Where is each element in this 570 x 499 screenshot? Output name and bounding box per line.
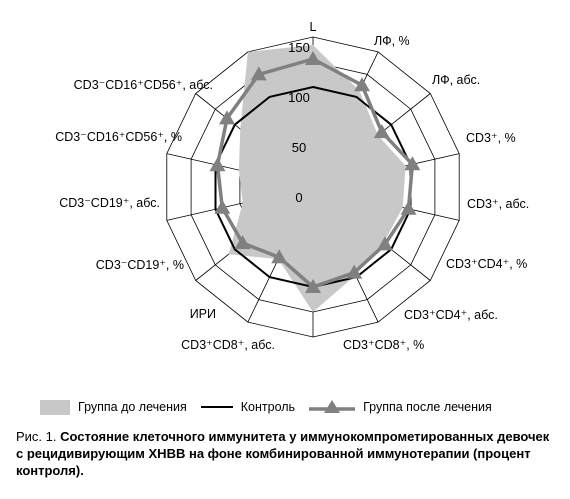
legend-swatch-fill [40, 399, 70, 415]
legend-item-after: Группа после лечения [309, 398, 492, 416]
tick-label: 100 [288, 90, 310, 105]
axis-label: ЛФ, % [374, 34, 410, 48]
axis-label: CD3⁺, абс. [467, 197, 529, 211]
tick-label: 150 [288, 40, 310, 55]
axis-label: CD3⁺CD8⁺, % [343, 338, 424, 352]
series-after-marker [354, 77, 370, 92]
series-after-marker [305, 51, 321, 65]
legend-label-after: Группа после лечения [363, 400, 492, 414]
tick-label: 50 [292, 140, 306, 155]
legend-swatch-line [200, 406, 233, 408]
axis-label: L [310, 20, 317, 34]
legend-label-before: Группа до лечения [78, 400, 187, 414]
series-after-marker [404, 156, 421, 171]
legend-label-control: Контроль [240, 400, 296, 414]
series-after-marker [376, 236, 393, 251]
tick-label: 0 [295, 190, 302, 205]
series-after-marker [400, 200, 417, 215]
axis-label: CD3⁺CD4⁺, % [446, 257, 527, 271]
series-before-area [228, 45, 406, 312]
series-after-marker [271, 249, 288, 264]
legend-item-control: Контроль [200, 400, 296, 414]
axis-label: ИРИ [190, 307, 216, 321]
caption-prefix: Рис. 1. [16, 429, 61, 444]
series-after-marker [373, 124, 390, 139]
axis-label: CD3⁻CD16⁺CD56⁺, абс. [74, 78, 213, 92]
axis-label: ЛФ, абс. [432, 73, 480, 87]
axis-label: CD3⁻CD19⁺, абс. [59, 196, 160, 210]
caption-text: Состояние клеточного иммунитета у иммуно… [16, 429, 550, 478]
axis-label: CD3⁻CD19⁺, % [96, 258, 184, 272]
axis-label: CD3⁻CD16⁺CD56⁺, % [55, 130, 182, 144]
axis-label: CD3⁺CD4⁺, абс. [404, 308, 498, 322]
series-after-marker [250, 66, 267, 81]
figure-caption: Рис. 1. Состояние клеточного иммунитета … [16, 428, 556, 479]
series-after-marker [219, 110, 235, 125]
legend-item-before: Группа до лечения [40, 399, 187, 415]
series-after-marker [234, 235, 251, 250]
axis-label: CD3⁺, % [466, 131, 516, 145]
legend: Группа до лечения Контроль Группа после … [40, 398, 506, 416]
axis-label: CD3⁺CD8⁺, абс. [181, 338, 275, 352]
series-after-marker [214, 199, 231, 214]
legend-swatch-triangle [309, 400, 356, 413]
series-after-marker [305, 279, 321, 293]
series-after-marker [209, 157, 226, 172]
series-after-marker [346, 264, 363, 279]
